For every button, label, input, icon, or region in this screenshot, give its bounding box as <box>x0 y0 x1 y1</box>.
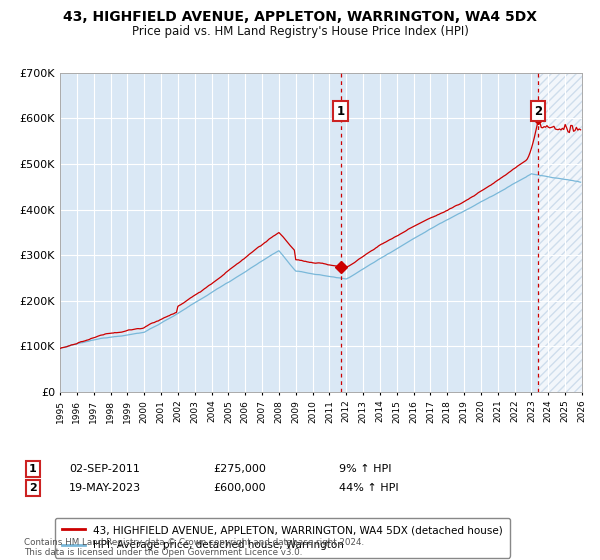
Text: 2: 2 <box>29 483 37 493</box>
Bar <box>538 73 582 392</box>
Text: £600,000: £600,000 <box>213 483 266 493</box>
Text: 9% ↑ HPI: 9% ↑ HPI <box>339 464 391 474</box>
Text: 2: 2 <box>534 105 542 118</box>
Text: Contains HM Land Registry data © Crown copyright and database right 2024.
This d: Contains HM Land Registry data © Crown c… <box>24 538 364 557</box>
Text: 19-MAY-2023: 19-MAY-2023 <box>69 483 141 493</box>
Text: 44% ↑ HPI: 44% ↑ HPI <box>339 483 398 493</box>
Text: 02-SEP-2011: 02-SEP-2011 <box>69 464 140 474</box>
Text: Price paid vs. HM Land Registry's House Price Index (HPI): Price paid vs. HM Land Registry's House … <box>131 25 469 38</box>
Legend: 43, HIGHFIELD AVENUE, APPLETON, WARRINGTON, WA4 5DX (detached house), HPI: Avera: 43, HIGHFIELD AVENUE, APPLETON, WARRINGT… <box>55 518 511 558</box>
Text: £275,000: £275,000 <box>213 464 266 474</box>
Bar <box>538 73 582 392</box>
Text: 1: 1 <box>29 464 37 474</box>
Text: 1: 1 <box>337 105 345 118</box>
Text: 43, HIGHFIELD AVENUE, APPLETON, WARRINGTON, WA4 5DX: 43, HIGHFIELD AVENUE, APPLETON, WARRINGT… <box>63 10 537 24</box>
